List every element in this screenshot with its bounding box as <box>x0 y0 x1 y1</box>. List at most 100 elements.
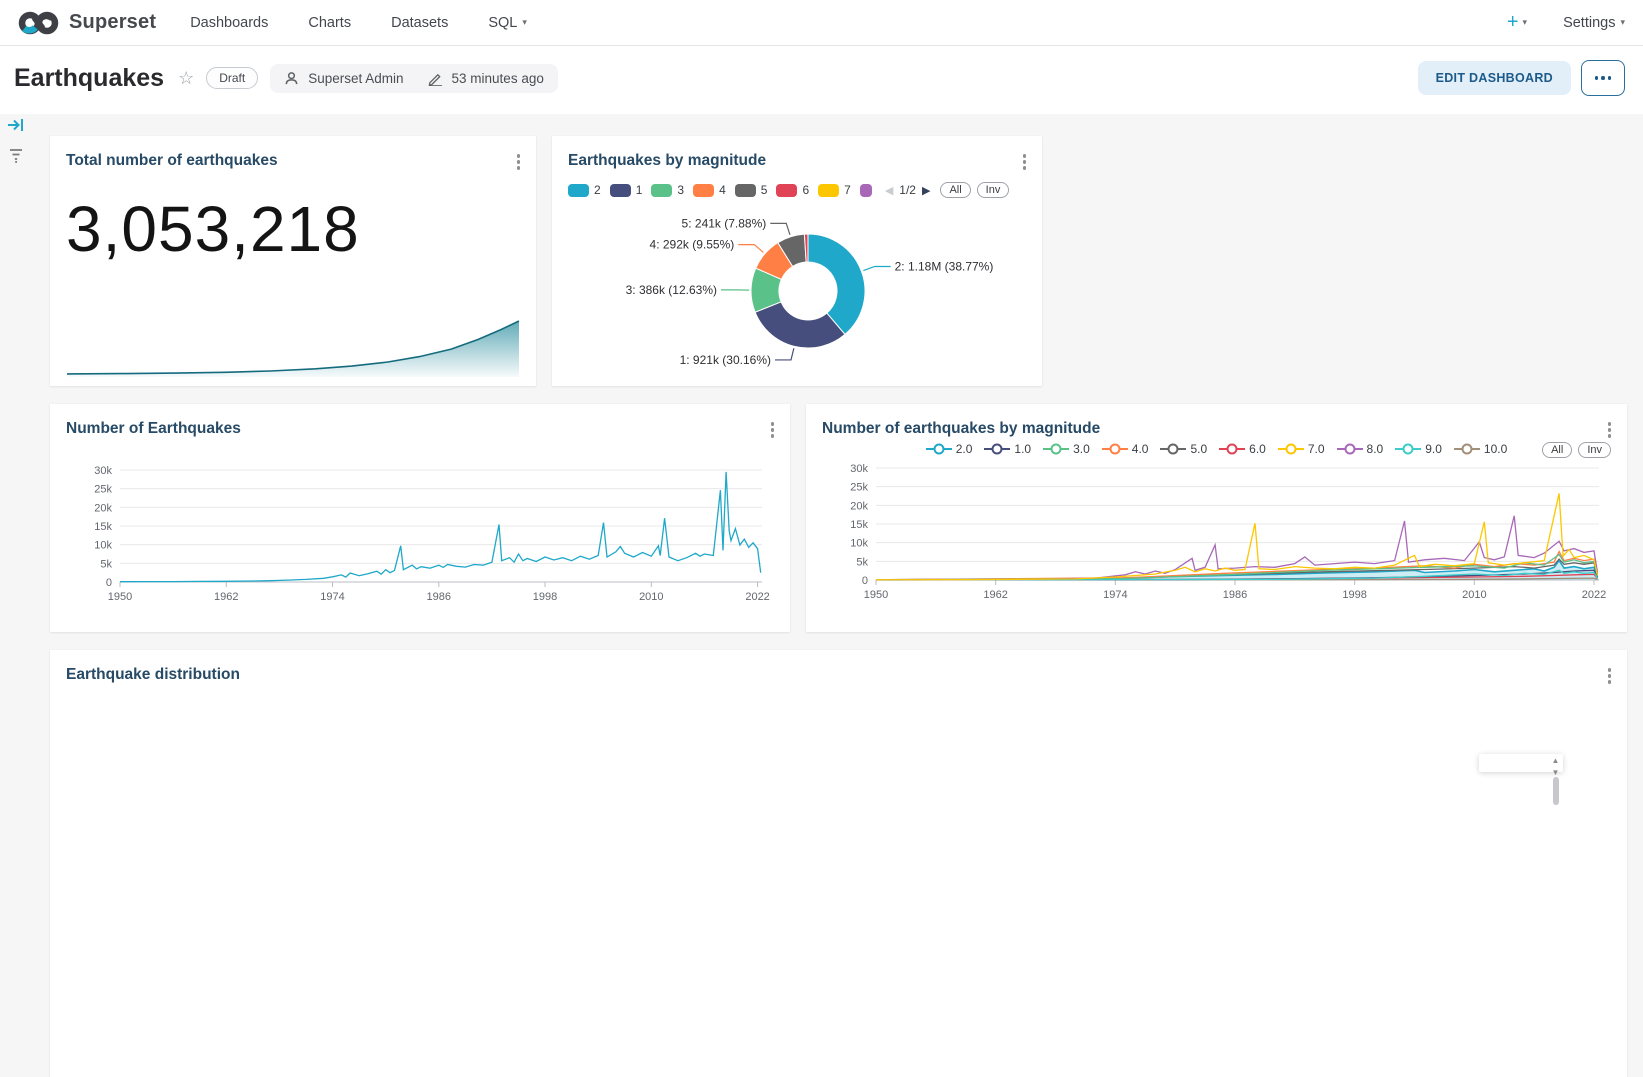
chart-menu-button[interactable] <box>515 152 523 172</box>
y-tick-label: 20k <box>94 502 112 514</box>
legend-item-1.0[interactable]: 1.0 <box>984 442 1031 456</box>
legend-swatch <box>818 183 840 197</box>
legend-item-1[interactable]: 1 <box>609 183 642 197</box>
owner-name[interactable]: Superset Admin <box>308 70 404 86</box>
y-tick-label: 30k <box>94 465 112 477</box>
legend-label: 2.0 <box>955 442 973 456</box>
callout-line <box>770 222 791 236</box>
top-nav: Superset Dashboards Charts Datasets SQL … <box>0 0 1643 46</box>
legend-label: 7 <box>844 183 851 197</box>
chevron-down-icon: ▾ <box>1620 17 1625 27</box>
dashboard-row-2: Number of Earthquakes 0 5k 10k 15k 20k 25k 30k… <box>50 404 1627 632</box>
legend-label: 5 <box>760 183 768 197</box>
nav-item-datasets[interactable]: Datasets <box>391 14 449 31</box>
nav-items: Dashboards Charts Datasets SQL ▾ <box>190 15 527 31</box>
chart-menu-button[interactable] <box>1606 420 1614 440</box>
slice-label: 3: 386k (12.63%) <box>626 283 717 297</box>
legend-label: 6.0 <box>1249 442 1266 456</box>
scroll-down-icon[interactable]: ▼ <box>1551 768 1560 777</box>
legend-label: 8.0 <box>1366 442 1384 456</box>
nav-item-sql[interactable]: SQL ▾ <box>488 14 527 31</box>
callout-line <box>774 348 795 361</box>
chart-title: Earthquake distribution <box>66 666 240 683</box>
series-line-7.0 <box>875 493 1599 581</box>
scroll-up-icon[interactable]: ▲ <box>1551 756 1560 765</box>
new-item-button[interactable]: + ▾ <box>1507 11 1527 34</box>
legend-item-4[interactable]: 4 <box>693 183 726 197</box>
x-tick-label: 1950 <box>864 589 888 601</box>
legend-item-8[interactable] <box>859 183 872 197</box>
series-marker-icon <box>1277 443 1304 455</box>
legend-label: 4.0 <box>1131 442 1149 456</box>
legend-item-4.0[interactable]: 4.0 <box>1101 442 1149 456</box>
all-button[interactable]: All <box>1542 442 1573 458</box>
legend-item-2[interactable]: 2 <box>568 183 601 197</box>
y-tick-label: 0 <box>862 575 868 587</box>
legend-item-9.0[interactable]: 9.0 <box>1395 442 1442 456</box>
legend-swatch <box>776 183 798 197</box>
legend-label: 3 <box>677 183 685 197</box>
favorite-star-icon[interactable]: ☆ <box>178 67 195 88</box>
legend-item-5.0[interactable]: 5.0 <box>1160 442 1207 456</box>
legend-item-2.0[interactable]: 2.0 <box>925 442 973 456</box>
chart-menu-button[interactable] <box>1606 666 1614 686</box>
legend-swatch <box>693 183 715 197</box>
scrollbar-thumb[interactable] <box>1552 777 1559 805</box>
last-modified[interactable]: 53 minutes ago <box>451 70 544 86</box>
filter-icon[interactable] <box>8 147 24 168</box>
trend-line <box>66 320 520 375</box>
superset-infinity-icon <box>18 11 59 34</box>
edit-dashboard-button[interactable]: EDIT DASHBOARD <box>1417 61 1571 95</box>
inv-button[interactable]: Inv <box>1578 442 1611 458</box>
donut-slice-6[interactable] <box>803 233 809 263</box>
nav-item-dashboards[interactable]: Dashboards <box>190 14 269 31</box>
settings-menu[interactable]: Settings ▾ <box>1563 14 1625 31</box>
all-button[interactable]: All <box>940 182 971 198</box>
slice-label: 4: 292k (9.55%) <box>650 238 735 252</box>
legend-item-3[interactable]: 3 <box>651 183 684 197</box>
donut-slice-2[interactable] <box>807 233 866 336</box>
more-options-button[interactable] <box>1581 60 1625 96</box>
legend-item-10.0[interactable]: 10.0 <box>1453 442 1507 456</box>
slice-label: 1: 921k (30.16%) <box>680 353 771 367</box>
trend-area <box>67 321 519 377</box>
page-title: Earthquakes <box>14 63 165 92</box>
timeseries-chart: 0 5k 10k 15k 20k 25k 30k 1950 1962 1974 1986 1998 20… <box>850 463 1606 601</box>
inv-button[interactable]: Inv <box>976 182 1010 198</box>
x-tick-label: 2022 <box>745 591 769 603</box>
legend-item-8.0[interactable]: 8.0 <box>1336 442 1384 456</box>
donut-slice-1[interactable] <box>754 301 846 349</box>
x-tick-label: 1986 <box>427 591 451 603</box>
big-number-value: 3,053,218 <box>66 193 360 265</box>
chart-menu-button[interactable] <box>769 420 777 440</box>
expand-filter-bar-icon[interactable] <box>7 117 25 138</box>
series-marker-icon <box>1160 443 1187 455</box>
legend-swatch <box>651 183 673 197</box>
y-tick-label: 20k <box>850 500 868 512</box>
superset-logo[interactable]: Superset <box>18 10 156 36</box>
x-tick-label: 2010 <box>1462 589 1486 601</box>
series-marker-icon <box>984 443 1011 455</box>
chart-title: Total number of earthquakes <box>66 152 278 169</box>
pager-prev-icon[interactable]: ◀ <box>884 184 894 197</box>
y-tick-label: 25k <box>850 482 868 494</box>
earthquake-scatter-map[interactable] <box>66 696 1611 1077</box>
legend-scrollbar[interactable]: ▲ ▼ <box>1549 756 1562 805</box>
series-line-10.0 <box>875 577 1598 581</box>
legend-item-6[interactable]: 6 <box>776 183 809 197</box>
nav-item-charts[interactable]: Charts <box>308 14 352 31</box>
legend-item-7[interactable]: 7 <box>818 183 851 197</box>
legend-item-6.0[interactable]: 6.0 <box>1219 442 1266 456</box>
legend-label: 6 <box>802 183 810 197</box>
y-tick-label: 15k <box>850 519 868 531</box>
pager-next-icon[interactable]: ▶ <box>921 184 931 197</box>
legend-item-7.0[interactable]: 7.0 <box>1277 442 1325 456</box>
legend-item-3.0[interactable]: 3.0 <box>1043 442 1090 456</box>
x-tick-label: 1998 <box>1342 589 1366 601</box>
series-line-9.0 <box>875 569 1599 581</box>
y-tick-label: 5k <box>100 558 112 570</box>
chart-menu-button[interactable] <box>1021 152 1029 172</box>
pencil-icon <box>428 73 442 86</box>
legend-item-5[interactable]: 5 <box>734 183 768 197</box>
chart-title: Earthquakes by magnitude <box>568 152 767 169</box>
